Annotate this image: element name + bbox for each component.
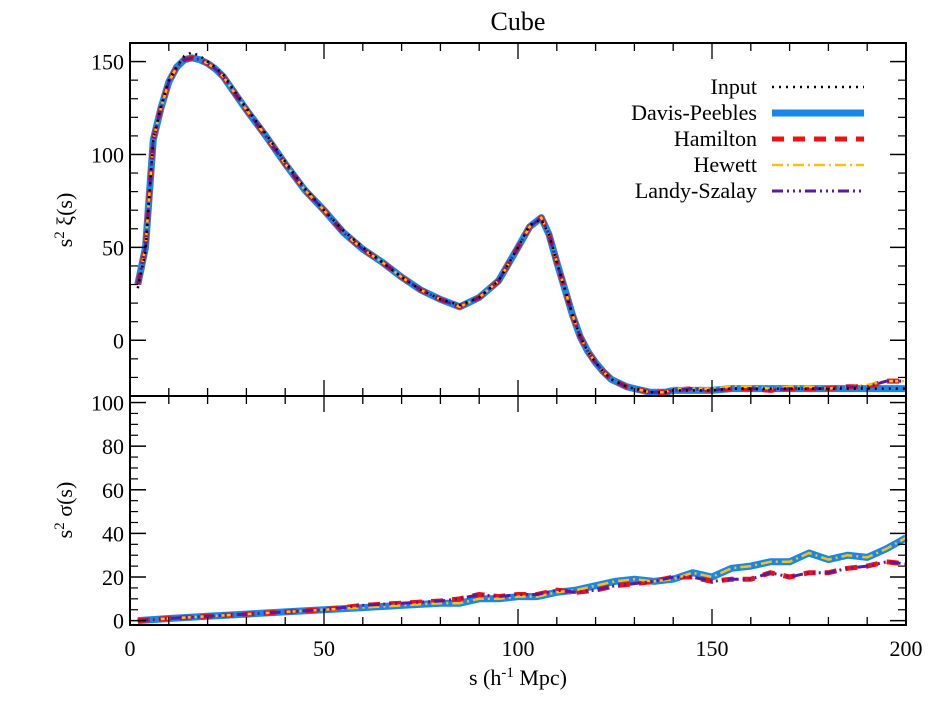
top-series-hewett (136, 56, 906, 394)
top-series-landy-szalay (136, 56, 906, 394)
legend-label-hamilton: Hamilton (674, 126, 757, 151)
bottom-ylabel-sup: 2 (52, 522, 68, 530)
x-axis-label: s (h-1 Mpc) (469, 665, 567, 690)
x-tick-label: 0 (125, 636, 136, 661)
top-series-hamilton (135, 55, 906, 395)
bottom-ytick-label: 80 (102, 434, 124, 459)
top-ylabel-base: s (52, 239, 77, 248)
bottom-series-hamilton (137, 559, 907, 624)
top-y-axis-label: s2 ξ(s) (52, 193, 77, 248)
legend-label-davis-peebles: Davis-Peebles (631, 100, 757, 125)
legend-label-input: Input (711, 74, 757, 99)
x-tick-label: 200 (890, 636, 923, 661)
top-ytick-label: 50 (102, 235, 124, 260)
bottom-ytick-label: 0 (113, 609, 124, 634)
top-ytick-label: 150 (91, 50, 124, 75)
legend-label-landy-szalay: Landy-Szalay (635, 178, 757, 203)
legend-label-hewett: Hewett (693, 152, 757, 177)
x-tick-label: 50 (313, 636, 335, 661)
top-ytick-label: 0 (113, 328, 124, 353)
top-plot-frame (129, 42, 907, 397)
bottom-ytick-label: 60 (102, 478, 124, 503)
x-tick-label: 100 (502, 636, 535, 661)
bottom-series-landy-szalay (137, 560, 907, 623)
x-tick-label: 150 (696, 636, 729, 661)
bottom-axis-ticks: 0 20 40 60 80 100 (91, 391, 907, 634)
bottom-plot-frame (129, 395, 907, 626)
legend: InputDavis-PeeblesHamiltonHewettLandy-Sz… (631, 74, 864, 203)
top-series-davis-peebles (134, 54, 906, 396)
bottom-ytick-label: 40 (102, 521, 124, 546)
top-ytick-label: 100 (91, 142, 124, 167)
top-ylabel-sup: 2 (52, 231, 68, 239)
bottom-ylabel-base: s (52, 530, 77, 539)
xlabel-base: s (h (469, 665, 501, 690)
top-axis-ticks: 0 50 100 150 (91, 42, 907, 397)
top-panel: 0 50 100 150 s2 ξ(s) (52, 42, 907, 397)
top-ylabel-tail: ξ(s) (52, 193, 77, 232)
top-series-input (136, 51, 906, 394)
top-series-lines (134, 51, 906, 396)
bottom-panel: 0 20 40 60 80 100 s2 σ(s) (52, 391, 908, 634)
bottom-ytick-label: 20 (102, 565, 124, 590)
bottom-ylabel-tail: σ(s) (52, 482, 77, 523)
bottom-series-lines (137, 534, 908, 625)
xlabel-sup: -1 (501, 665, 514, 681)
xlabel-tail: Mpc) (514, 665, 567, 690)
x-tick-labels: 0 50 100 150 200 (125, 636, 923, 661)
chart-title: Cube (491, 7, 546, 36)
bottom-ytick-label: 100 (91, 391, 124, 416)
bottom-y-axis-label: s2 σ(s) (52, 482, 77, 539)
